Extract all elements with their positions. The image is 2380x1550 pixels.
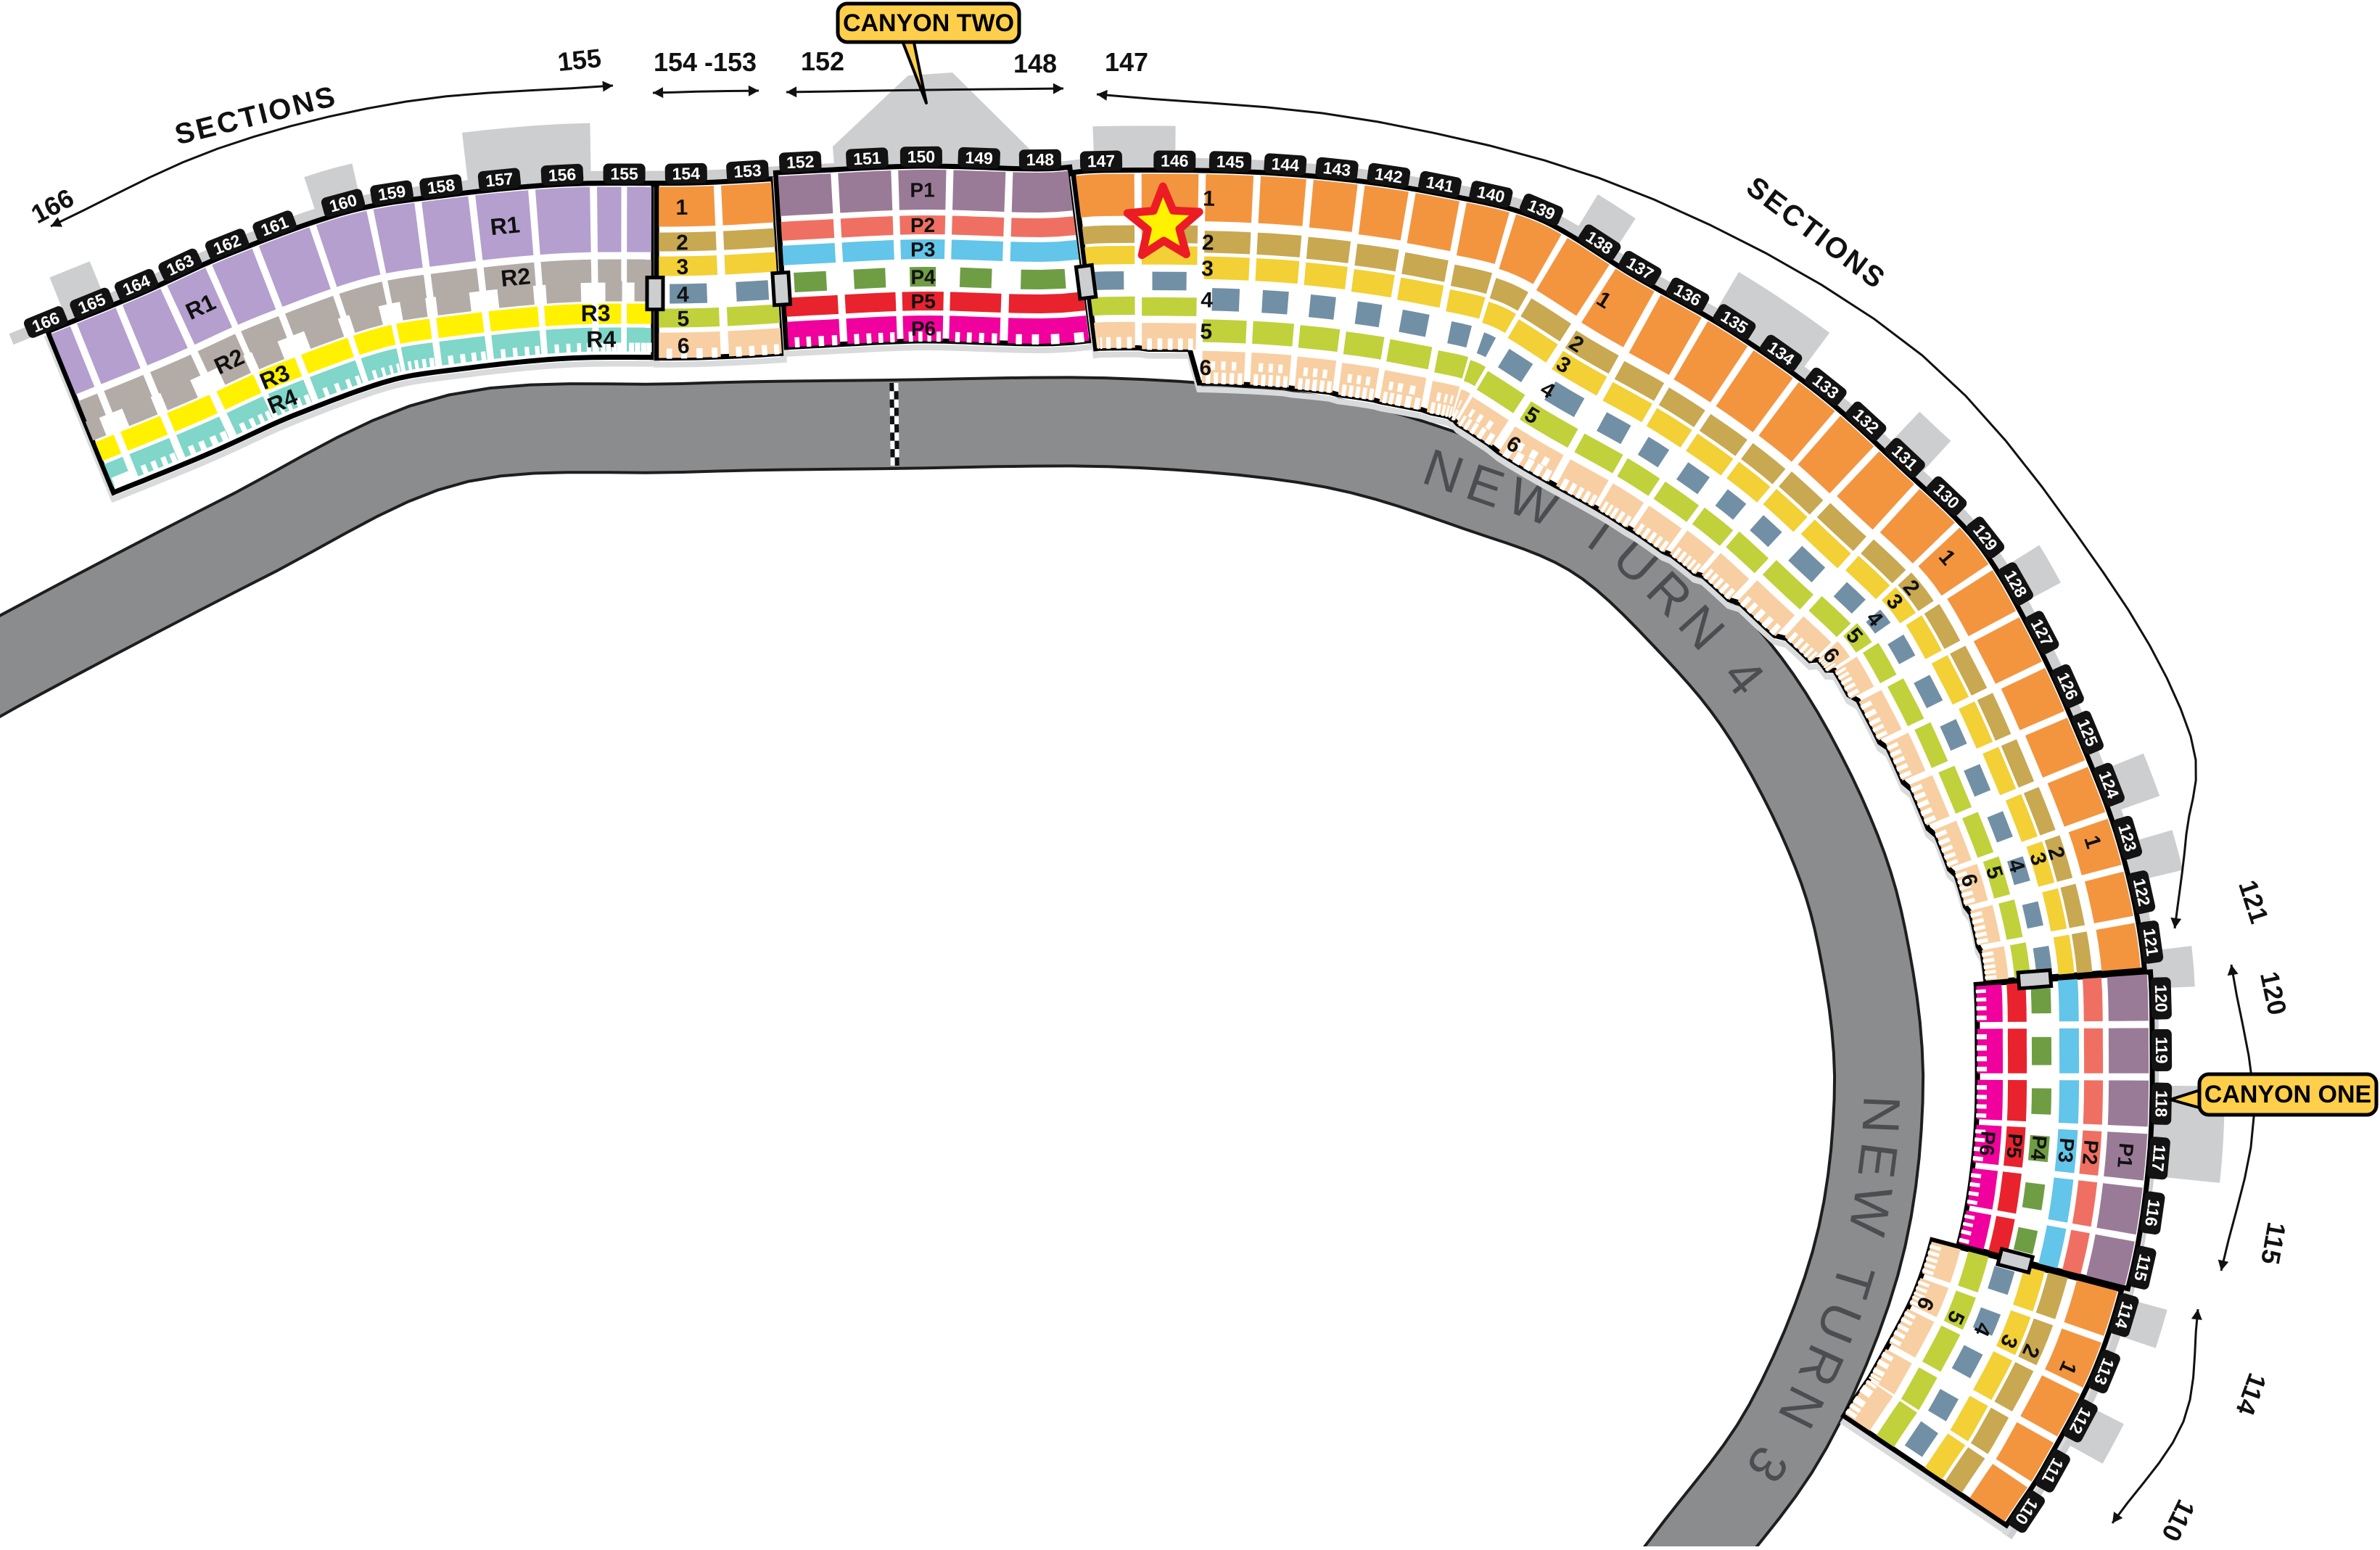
svg-text:4: 4 [677, 283, 689, 307]
svg-text:120: 120 [2152, 984, 2171, 1013]
svg-text:R2: R2 [500, 263, 532, 292]
svg-text:159: 159 [376, 181, 407, 205]
svg-text:147: 147 [1087, 152, 1116, 171]
svg-text:5: 5 [1200, 320, 1212, 344]
svg-text:R3: R3 [580, 300, 610, 326]
svg-text:P2: P2 [910, 214, 935, 236]
svg-text:2: 2 [1202, 231, 1214, 255]
svg-text:143: 143 [1322, 158, 1352, 180]
svg-text:R4: R4 [586, 326, 616, 352]
svg-text:P6: P6 [911, 317, 936, 339]
svg-text:118: 118 [2152, 1090, 2171, 1118]
svg-text:P3: P3 [2054, 1137, 2078, 1164]
svg-text:P4: P4 [910, 265, 936, 288]
svg-text:P5: P5 [910, 290, 935, 313]
svg-text:CANYON ONE: CANYON ONE [2204, 1081, 2371, 1108]
svg-text:P5: P5 [2002, 1132, 2027, 1159]
svg-text:155: 155 [610, 164, 638, 183]
svg-text:154: 154 [672, 164, 700, 184]
svg-text:158: 158 [426, 176, 456, 198]
svg-text:R1: R1 [489, 211, 521, 240]
svg-text:2: 2 [676, 231, 688, 255]
svg-text:144: 144 [1271, 154, 1300, 176]
svg-text:P1: P1 [910, 178, 934, 201]
svg-text:5: 5 [677, 307, 689, 331]
svg-text:4: 4 [1201, 288, 1214, 312]
svg-text:P6: P6 [1975, 1130, 2000, 1157]
svg-text:P2: P2 [2078, 1139, 2103, 1166]
svg-text:156: 156 [548, 165, 577, 185]
svg-text:142: 142 [1374, 164, 1404, 186]
svg-text:3: 3 [676, 255, 688, 279]
svg-text:1: 1 [675, 196, 688, 220]
svg-text:117: 117 [2148, 1144, 2169, 1172]
svg-text:CANYON TWO: CANYON TWO [843, 9, 1014, 37]
svg-text:119: 119 [2152, 1036, 2171, 1063]
svg-text:P3: P3 [910, 238, 935, 260]
svg-text:6: 6 [678, 334, 690, 358]
svg-text:121: 121 [2140, 927, 2162, 957]
svg-text:116: 116 [2141, 1198, 2164, 1227]
svg-text:157: 157 [485, 169, 514, 191]
svg-text:P1: P1 [2113, 1142, 2138, 1169]
svg-text:154 -153: 154 -153 [654, 47, 757, 77]
svg-text:155: 155 [556, 43, 603, 77]
svg-text:115: 115 [2255, 1220, 2292, 1266]
svg-text:152: 152 [786, 152, 815, 172]
svg-text:148: 148 [1026, 150, 1055, 169]
svg-text:149: 149 [965, 148, 993, 168]
svg-text:145: 145 [1216, 152, 1244, 171]
svg-text:148: 148 [1013, 49, 1057, 78]
svg-text:152: 152 [801, 46, 844, 76]
svg-text:153: 153 [733, 161, 762, 181]
svg-text:3: 3 [1201, 257, 1214, 281]
svg-text:6: 6 [1199, 356, 1211, 380]
svg-text:P4: P4 [2027, 1134, 2051, 1161]
svg-text:146: 146 [1161, 151, 1189, 170]
svg-text:147: 147 [1105, 47, 1148, 77]
svg-text:151: 151 [853, 148, 882, 168]
svg-text:150: 150 [907, 147, 936, 166]
svg-text:1: 1 [1203, 187, 1215, 211]
